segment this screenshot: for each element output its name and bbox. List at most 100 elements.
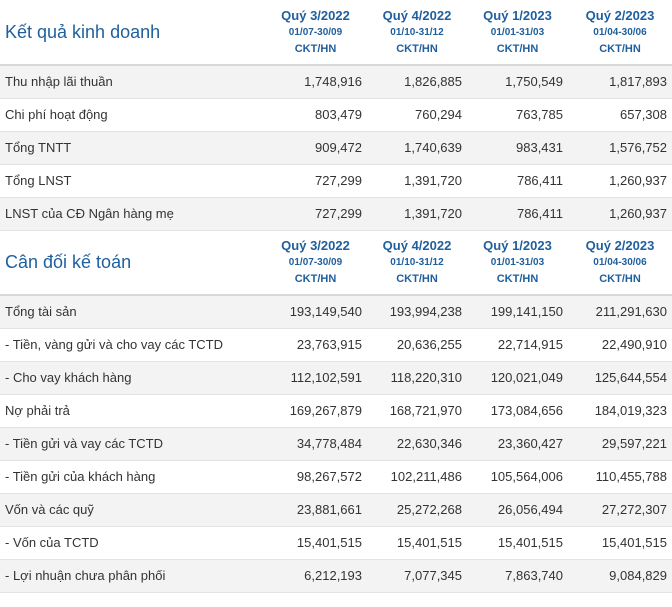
row-value: 1,748,916 — [264, 65, 367, 99]
section-header-row: Cân đối kế toán Quý 3/2022 01/07-30/09 CKT/… — [0, 230, 672, 296]
row-value: 15,401,515 — [367, 526, 467, 560]
table-row: Thu nhập lãi thuần 1,748,916 1,826,885 1,75… — [0, 65, 672, 99]
row-label: - Lợi nhuận chưa phân phối — [0, 559, 264, 593]
row-value: 15,401,515 — [264, 526, 367, 560]
row-label: - Cho vay khách hàng — [0, 361, 264, 395]
table-row: Vốn và các quỹ 23,881,661 25,272,268 26,056… — [0, 493, 672, 527]
period-header-block: Quý 4/2022 01/10-31/12 CKT/HN — [367, 237, 467, 288]
table-row: Tổng TNTT 909,472 1,740,639 983,431 1,576,75… — [0, 131, 672, 165]
table-row: Tổng LNST 727,299 1,391,720 786,411 1,260,93… — [0, 164, 672, 198]
row-value: 199,141,150 — [467, 295, 568, 329]
financial-summary-table: Kết quả kinh doanh Quý 3/2022 01/07-30/09 C… — [0, 0, 672, 593]
table-row: Tổng tài sản 193,149,540 193,994,238 199,14… — [0, 295, 672, 329]
row-value: 211,291,630 — [568, 295, 672, 329]
row-value: 23,360,427 — [467, 427, 568, 461]
period-report-basis: CKT/HN — [396, 42, 438, 55]
period-header: Quý 4/2022 01/10-31/12 CKT/HN — [367, 0, 467, 66]
row-value: 760,294 — [367, 98, 467, 132]
row-value: 6,212,193 — [264, 559, 367, 593]
row-value: 15,401,515 — [568, 526, 672, 560]
period-header-block: Quý 1/2023 01/01-31/03 CKT/HN — [467, 237, 568, 288]
row-label: Tổng TNTT — [0, 131, 264, 165]
period-header: Quý 4/2022 01/10-31/12 CKT/HN — [367, 230, 467, 296]
table-row: Nợ phải trả 169,267,879 168,721,970 173,084… — [0, 394, 672, 428]
row-value: 786,411 — [467, 164, 568, 198]
table-row: - Cho vay khách hàng 112,102,591 118,220,3… — [0, 361, 672, 395]
row-label: - Vốn của TCTD — [0, 526, 264, 560]
period-header: Quý 3/2022 01/07-30/09 CKT/HN — [264, 230, 367, 296]
row-value: 29,597,221 — [568, 427, 672, 461]
row-value: 9,084,829 — [568, 559, 672, 593]
row-value: 173,084,656 — [467, 394, 568, 428]
table-row: - Tiền gửi của khách hàng 98,267,572 102,2… — [0, 460, 672, 494]
row-label: Chi phí hoạt động — [0, 98, 264, 132]
row-value: 727,299 — [264, 164, 367, 198]
period-report-basis: CKT/HN — [496, 42, 539, 55]
row-value: 727,299 — [264, 197, 367, 231]
period-header-block: Quý 3/2022 01/07-30/09 CKT/HN — [264, 237, 367, 288]
period-quarter: Quý 3/2022 — [281, 7, 350, 23]
row-value: 22,630,346 — [367, 427, 467, 461]
period-quarter: Quý 1/2023 — [483, 237, 552, 253]
row-value: 1,750,549 — [467, 65, 568, 99]
period-header: Quý 1/2023 01/01-31/03 CKT/HN — [467, 0, 568, 66]
row-label: Tổng LNST — [0, 164, 264, 198]
row-value: 1,391,720 — [367, 197, 467, 231]
row-label: Vốn và các quỹ — [0, 493, 264, 527]
section-header-row: Kết quả kinh doanh Quý 3/2022 01/07-30/09 C… — [0, 0, 672, 66]
row-label: Nợ phải trả — [0, 394, 264, 428]
row-value: 22,714,915 — [467, 328, 568, 362]
row-value: 120,021,049 — [467, 361, 568, 395]
row-value: 23,763,915 — [264, 328, 367, 362]
row-value: 105,564,006 — [467, 460, 568, 494]
row-value: 98,267,572 — [264, 460, 367, 494]
row-value: 27,272,307 — [568, 493, 672, 527]
period-report-basis: CKT/HN — [496, 272, 539, 285]
table-row: - Tiền, vàng gửi và cho vay các TCTD 23,7… — [0, 328, 672, 362]
row-value: 1,740,639 — [367, 131, 467, 165]
row-value: 184,019,323 — [568, 394, 672, 428]
section-title: Kết quả kinh doanh — [0, 0, 264, 66]
period-header-block: Quý 3/2022 01/07-30/09 CKT/HN — [264, 7, 367, 58]
period-quarter: Quý 3/2022 — [281, 237, 350, 253]
period-date-range: 01/10-31/12 — [390, 256, 444, 268]
row-value: 20,636,255 — [367, 328, 467, 362]
period-quarter: Quý 4/2022 — [382, 7, 452, 23]
period-header-block: Quý 2/2023 01/04-30/06 CKT/HN — [568, 7, 672, 58]
period-header-block: Quý 4/2022 01/10-31/12 CKT/HN — [367, 7, 467, 58]
period-header-block: Quý 2/2023 01/04-30/06 CKT/HN — [568, 237, 672, 288]
row-label: LNST của CĐ Ngân hàng mẹ — [0, 197, 264, 231]
period-header: Quý 1/2023 01/01-31/03 CKT/HN — [467, 230, 568, 296]
row-value: 1,817,893 — [568, 65, 672, 99]
row-label: Tổng tài sản — [0, 295, 264, 329]
period-date-range: 01/10-31/12 — [390, 26, 444, 38]
period-header: Quý 3/2022 01/07-30/09 CKT/HN — [264, 0, 367, 66]
table-row: - Tiền gửi và vay các TCTD 34,778,484 22,6… — [0, 427, 672, 461]
period-header-block: Quý 1/2023 01/01-31/03 CKT/HN — [467, 7, 568, 58]
row-value: 169,267,879 — [264, 394, 367, 428]
row-value: 193,994,238 — [367, 295, 467, 329]
row-value: 786,411 — [467, 197, 568, 231]
row-value: 909,472 — [264, 131, 367, 165]
table-row: Chi phí hoạt động 803,479 760,294 763,785 65… — [0, 98, 672, 132]
row-value: 1,826,885 — [367, 65, 467, 99]
period-date-range: 01/01-31/03 — [490, 26, 545, 38]
row-value: 34,778,484 — [264, 427, 367, 461]
row-value: 657,308 — [568, 98, 672, 132]
period-quarter: Quý 4/2022 — [382, 237, 452, 253]
period-report-basis: CKT/HN — [294, 272, 337, 285]
row-value: 7,077,345 — [367, 559, 467, 593]
period-date-range: 01/04-30/06 — [593, 256, 647, 268]
period-date-range: 01/04-30/06 — [593, 26, 647, 38]
period-quarter: Quý 2/2023 — [585, 237, 655, 253]
row-value: 7,863,740 — [467, 559, 568, 593]
row-label: - Tiền gửi của khách hàng — [0, 460, 264, 494]
row-value: 1,260,937 — [568, 164, 672, 198]
row-value: 763,785 — [467, 98, 568, 132]
row-value: 193,149,540 — [264, 295, 367, 329]
row-value: 22,490,910 — [568, 328, 672, 362]
period-header: Quý 2/2023 01/04-30/06 CKT/HN — [568, 230, 672, 296]
period-quarter: Quý 1/2023 — [483, 7, 552, 23]
period-date-range: 01/07-30/09 — [288, 256, 343, 268]
row-value: 102,211,486 — [367, 460, 467, 494]
